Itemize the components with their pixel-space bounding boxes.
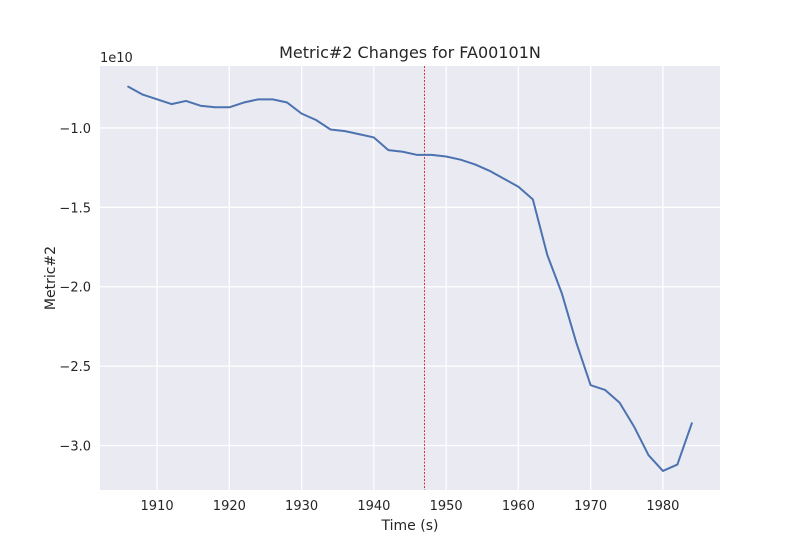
- y-tick-label: −1.5: [59, 201, 91, 216]
- x-tick-label: 1950: [430, 499, 463, 514]
- x-tick-label: 1910: [141, 499, 174, 514]
- series-line: [127, 85, 693, 472]
- x-tick-label: 1920: [213, 499, 246, 514]
- x-tick-label: 1940: [357, 499, 390, 514]
- x-tick-label: 1930: [285, 499, 318, 514]
- y-tick-label: −2.5: [59, 360, 91, 375]
- x-tick-label: 1980: [646, 499, 679, 514]
- x-tick-label: 1960: [502, 499, 535, 514]
- y-axis-label: Metric#2: [43, 246, 59, 310]
- y-tick-label: −2.0: [59, 281, 91, 296]
- y-offset-label: 1e10: [100, 51, 133, 66]
- x-tick-label: 1970: [574, 499, 607, 514]
- plot-area: [100, 66, 720, 490]
- x-axis-label: Time (s): [381, 518, 439, 534]
- y-tick-label: −1.0: [59, 122, 91, 137]
- x-axis: 1910 1920 1930 1940 1950 1960 1970 1980: [141, 499, 680, 514]
- grid: [100, 66, 720, 490]
- chart-title: Metric#2 Changes for FA00101N: [279, 43, 541, 62]
- y-tick-label: −3.0: [59, 440, 91, 455]
- y-axis: −1.0 −1.5 −2.0 −2.5 −3.0: [59, 122, 91, 455]
